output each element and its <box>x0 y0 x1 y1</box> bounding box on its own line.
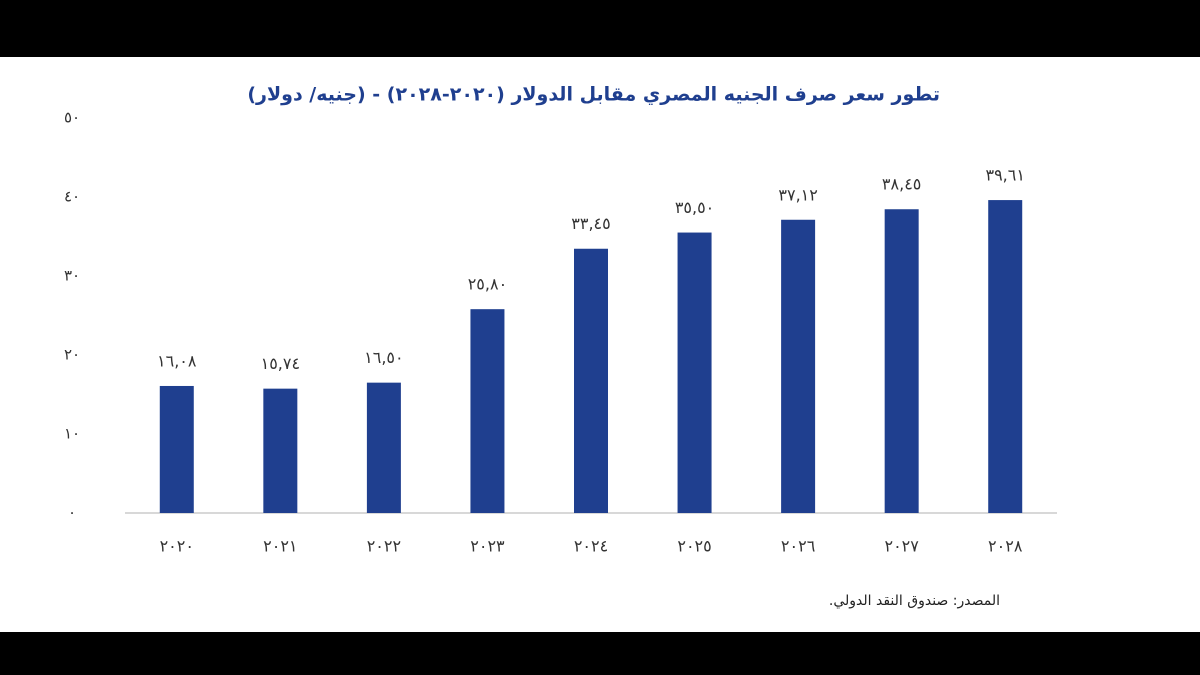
value-label: ٣٨,٤٥ <box>882 175 921 194</box>
chart-title: تطور سعر صرف الجنيه المصري مقابل الدولار… <box>247 84 940 107</box>
y-tick-label: ٠ <box>68 504 76 522</box>
bar <box>366 382 401 513</box>
bar <box>159 385 194 513</box>
x-tick-label: ٢٠٢٤ <box>574 537 608 556</box>
y-tick-label: ٤٠ <box>64 188 80 206</box>
bar <box>677 232 712 514</box>
x-tick-label: ٢٠٢١ <box>263 537 297 556</box>
value-label: ٣٩,٦١ <box>985 166 1024 185</box>
y-tick-label: ٢٠ <box>64 346 80 364</box>
bar <box>470 309 505 513</box>
y-tick-label: ٥٠ <box>64 109 80 127</box>
value-label: ٣٧,١٢ <box>778 185 817 204</box>
value-label: ٣٥,٥٠ <box>675 198 714 217</box>
bar <box>574 248 608 513</box>
value-label: ١٥,٧٤ <box>261 354 300 373</box>
x-tick-label: ٢٠٢٥ <box>677 537 711 556</box>
bar <box>988 200 1023 513</box>
y-tick-label: ١٠ <box>64 425 80 443</box>
x-tick-label: ٢٠٢٠ <box>160 537 194 556</box>
bar <box>263 388 298 513</box>
value-label: ٢٥,٨٠ <box>468 275 507 294</box>
bar <box>884 209 919 513</box>
x-tick-label: ٢٠٢٣ <box>470 537 505 556</box>
value-label: ١٦,٥٠ <box>364 348 403 367</box>
x-tick-label: ٢٠٢٨ <box>988 537 1023 556</box>
value-label: ٣٣,٤٥ <box>571 214 610 233</box>
y-tick-label: ٣٠ <box>64 267 80 285</box>
x-tick-label: ٢٠٢٧ <box>884 537 919 556</box>
value-label: ١٦,٠٨ <box>157 351 197 370</box>
bar <box>781 219 816 513</box>
source-note: المصدر: صندوق النقد الدولي. <box>829 593 1000 609</box>
x-tick-label: ٢٠٢٢ <box>367 537 401 556</box>
x-tick-label: ٢٠٢٦ <box>781 537 815 556</box>
